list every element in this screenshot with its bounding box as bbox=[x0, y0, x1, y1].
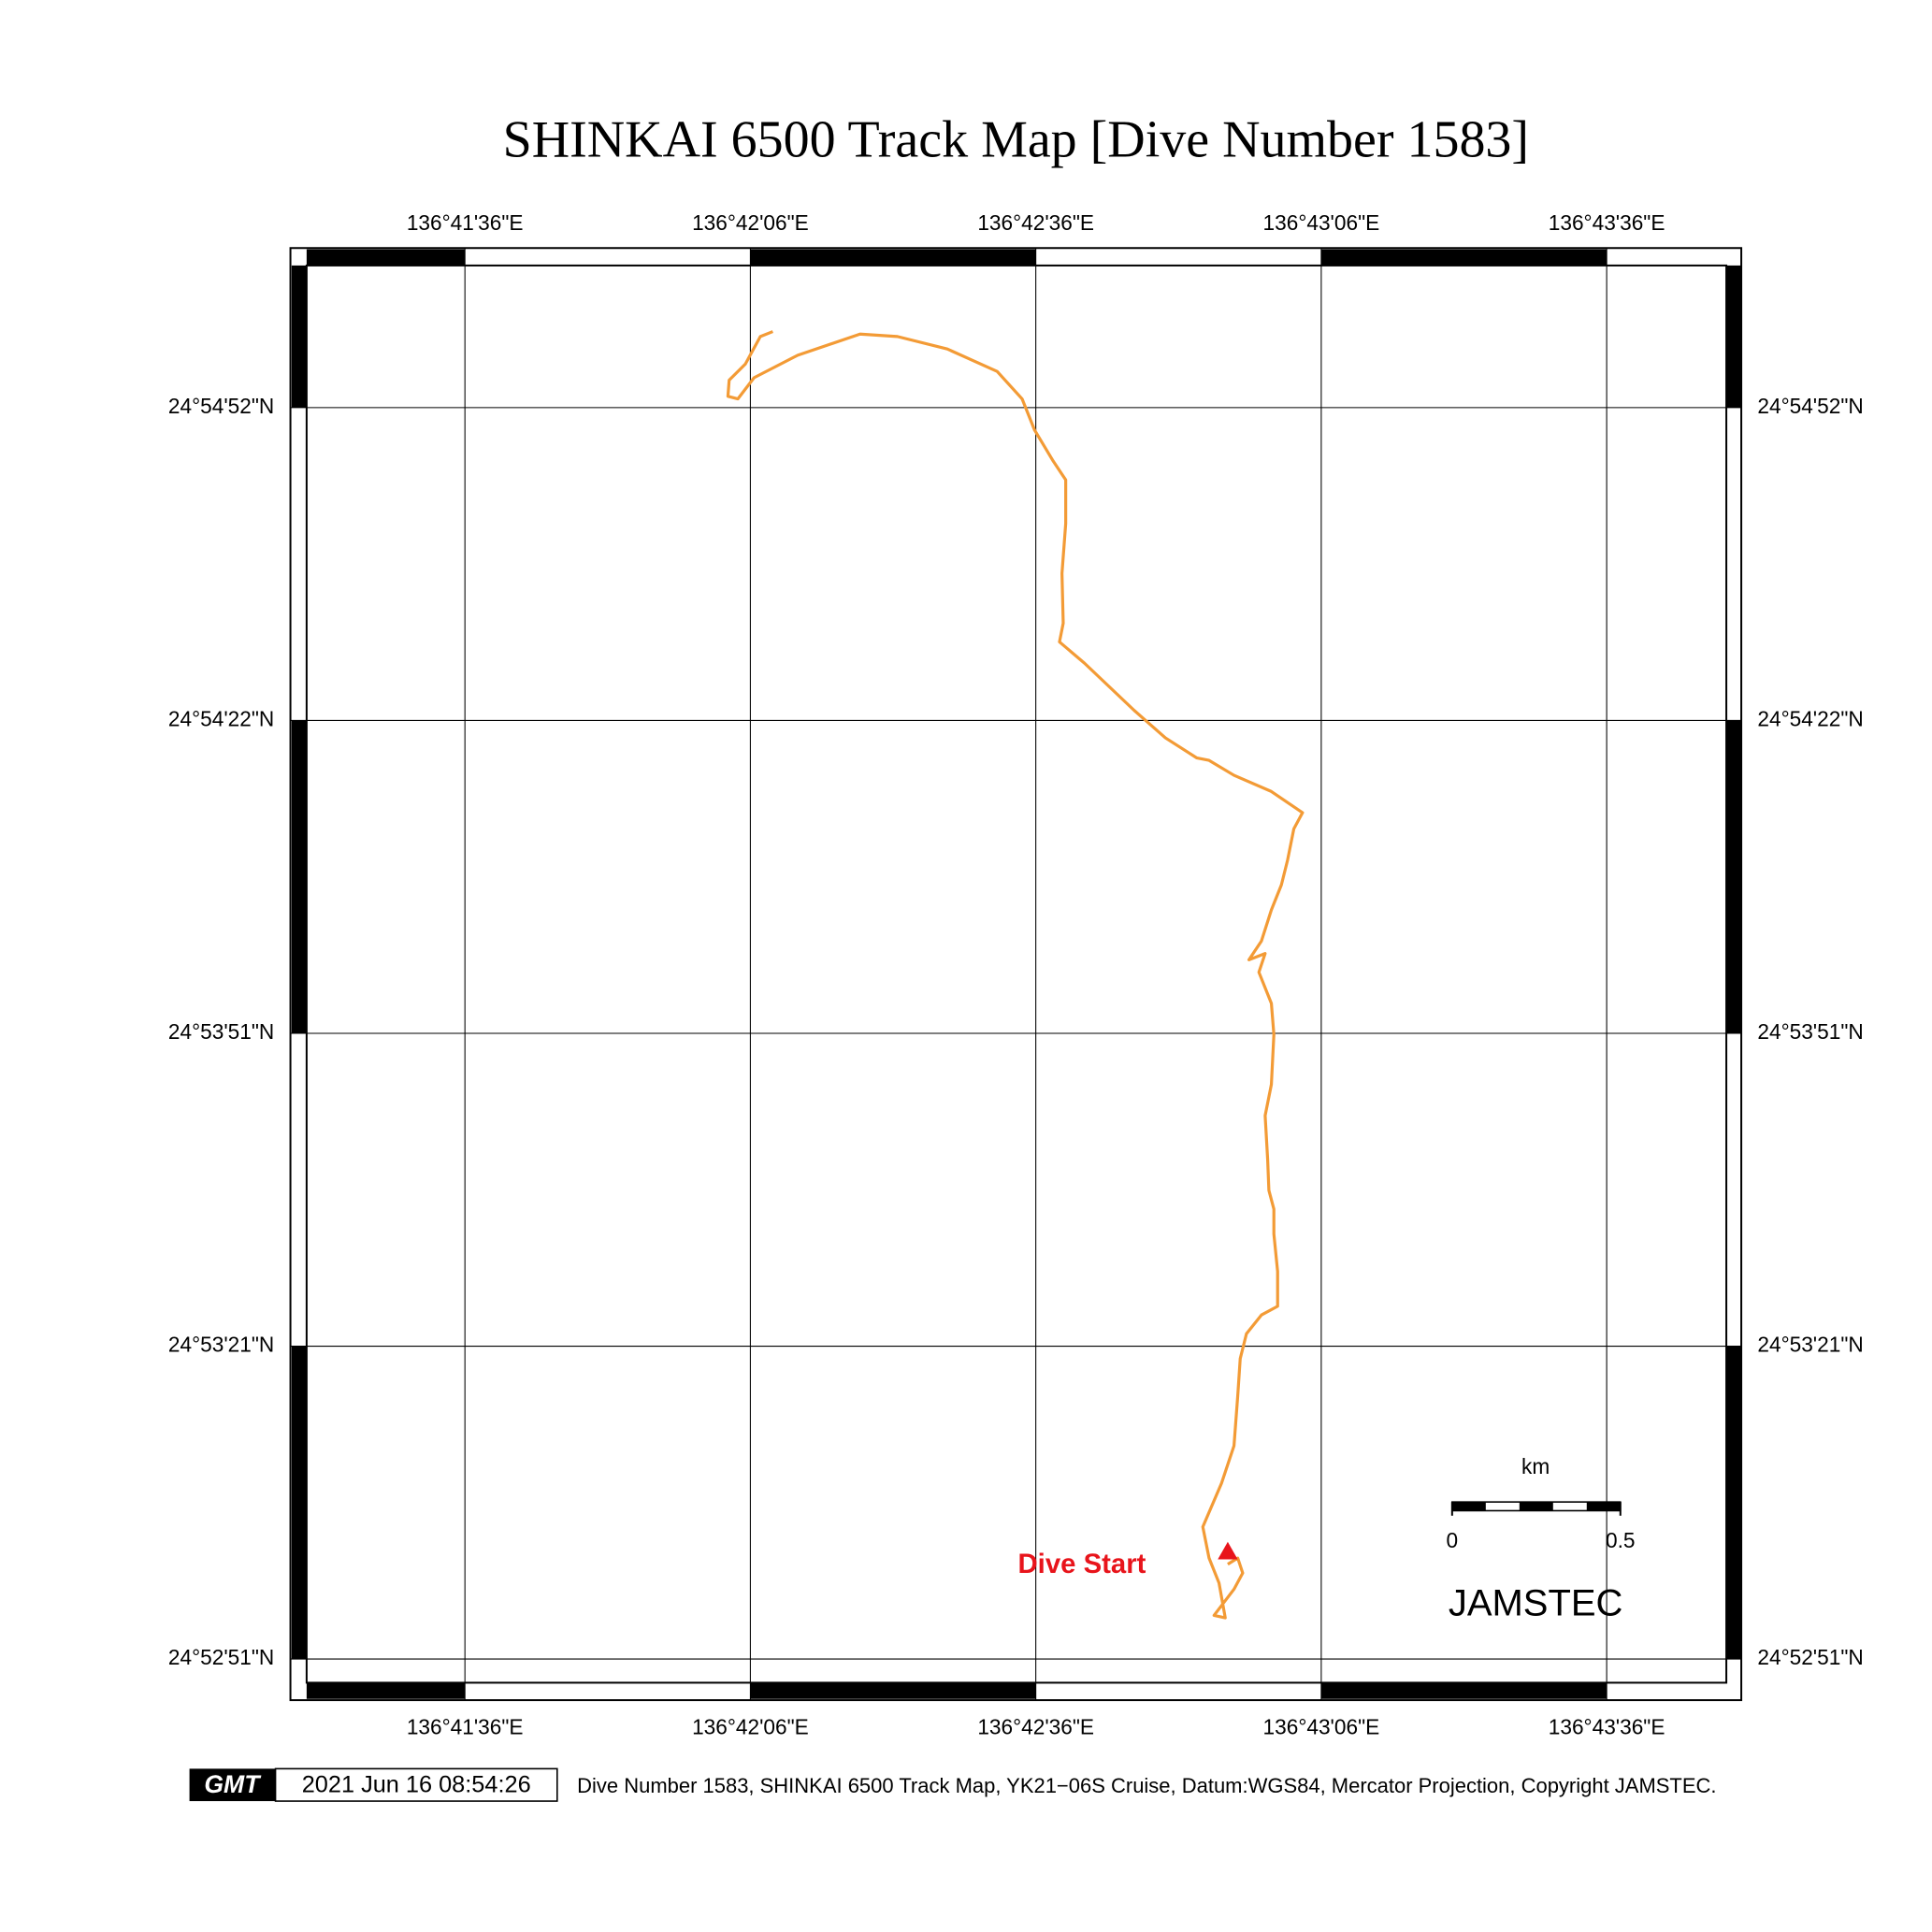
dive-track bbox=[726, 330, 1305, 1620]
left-axis-label: 24°54'22"N bbox=[168, 706, 274, 730]
timestamp-box bbox=[274, 1767, 558, 1802]
dive-start-label: Dive Start bbox=[1018, 1549, 1146, 1579]
caption: Dive Number 1583, SHINKAI 6500 Track Map… bbox=[577, 1774, 1716, 1797]
left-axis-label: 24°53'51"N bbox=[168, 1019, 274, 1044]
scale-unit: km bbox=[1521, 1454, 1550, 1478]
top-axis-label: 136°41'36"E bbox=[407, 210, 524, 235]
bottom-axis-label: 136°43'06"E bbox=[1263, 1715, 1380, 1739]
logo-text: JAMSTEC bbox=[1449, 1582, 1623, 1623]
gmt-logo bbox=[189, 1768, 276, 1802]
right-axis-label: 24°52'51"N bbox=[1757, 1645, 1863, 1669]
top-axis-label: 136°43'36"E bbox=[1549, 210, 1665, 235]
right-axis-label: 24°54'22"N bbox=[1757, 706, 1863, 730]
top-axis-label: 136°42'06"E bbox=[692, 210, 809, 235]
left-axis-label: 24°53'21"N bbox=[168, 1333, 274, 1357]
top-axis-label: 136°43'06"E bbox=[1263, 210, 1380, 235]
timestamp: 2021 Jun 16 08:54:26 bbox=[302, 1772, 531, 1798]
top-axis-label: 136°42'36"E bbox=[977, 210, 1094, 235]
scale-label: 0 bbox=[1447, 1528, 1459, 1552]
gmt-logo-text: GMT bbox=[204, 1770, 262, 1798]
dive-start-marker bbox=[1218, 1541, 1238, 1560]
left-axis-label: 24°52'51"N bbox=[168, 1645, 274, 1669]
map-frame bbox=[289, 247, 1743, 1702]
scale-label: 0.5 bbox=[1606, 1528, 1635, 1552]
bottom-axis-label: 136°41'36"E bbox=[407, 1715, 524, 1739]
left-axis-label: 24°54'52"N bbox=[168, 394, 274, 418]
right-axis-label: 24°54'52"N bbox=[1757, 394, 1863, 418]
bottom-axis-label: 136°42'36"E bbox=[977, 1715, 1094, 1739]
bottom-axis-label: 136°43'36"E bbox=[1549, 1715, 1665, 1739]
title: SHINKAI 6500 Track Map [Dive Number 1583… bbox=[503, 110, 1529, 168]
right-axis-label: 24°53'51"N bbox=[1757, 1019, 1863, 1044]
bottom-axis-label: 136°42'06"E bbox=[692, 1715, 809, 1739]
scale-bar bbox=[1450, 1501, 1622, 1516]
right-axis-label: 24°53'21"N bbox=[1757, 1333, 1863, 1357]
